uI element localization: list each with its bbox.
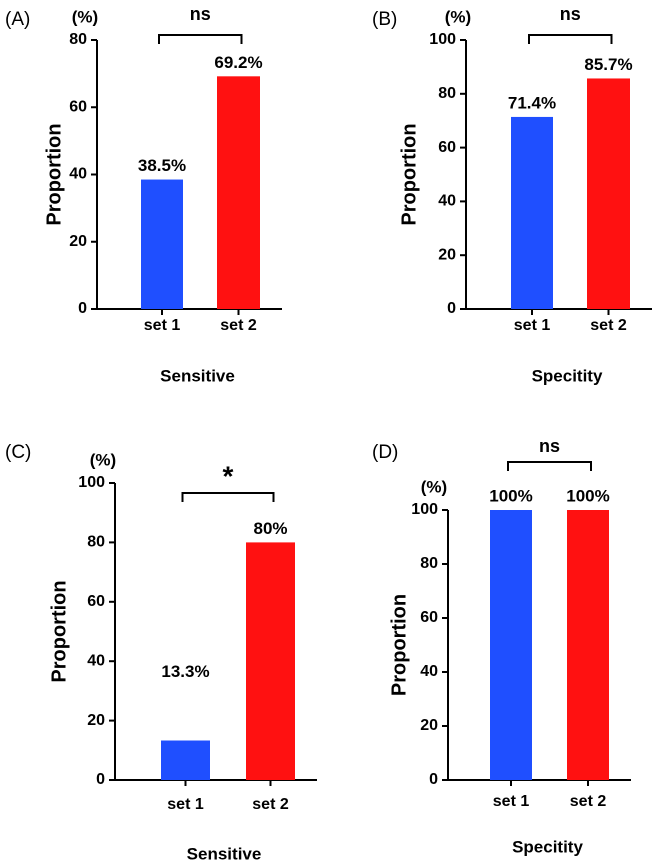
bar (587, 78, 630, 309)
significance-bracket (181, 492, 275, 502)
x-axis-label: Specitity (532, 366, 603, 385)
y-tick-label: 20 (87, 712, 105, 729)
significance-bracket (528, 34, 613, 44)
x-tick-label: set 2 (570, 793, 607, 810)
y-tick-label: 0 (447, 300, 456, 317)
y-tick-label: 0 (96, 771, 105, 788)
y-tick-label: 20 (438, 246, 456, 263)
x-tick-label: set 1 (493, 793, 530, 810)
panel-label: (C) (5, 442, 31, 463)
panel-label: (B) (372, 9, 397, 30)
y-tick-label: 0 (78, 300, 87, 317)
bar (511, 116, 553, 310)
bar (567, 510, 609, 780)
x-axis-label: Sensitive (187, 844, 262, 863)
y-tick-label: 20 (420, 717, 438, 734)
value-label: 100% (489, 486, 532, 505)
y-tick-label: 80 (438, 85, 456, 102)
unit-label: (%) (72, 7, 98, 26)
y-tick-label: 40 (69, 166, 87, 183)
bar (141, 179, 183, 309)
y-tick-label: 60 (420, 609, 438, 626)
y-axis-label: Proportion (398, 123, 420, 225)
x-axis-label: Sensitive (160, 366, 235, 385)
y-axis-label: Proportion (388, 594, 410, 696)
unit-label: (%) (421, 477, 447, 496)
significance-bracket (158, 34, 243, 44)
unit-label: (%) (445, 7, 471, 26)
significance-label: ns (560, 4, 581, 24)
x-tick-label: set 1 (514, 317, 551, 334)
bar (217, 76, 260, 309)
value-label: 13.3% (161, 662, 209, 681)
y-tick-label: 80 (420, 555, 438, 572)
significance-label: ns (539, 436, 560, 456)
y-tick-label: 100 (78, 474, 105, 491)
value-label: 71.4% (508, 93, 556, 112)
y-axis-label: Proportion (48, 580, 70, 682)
significance-bracket (507, 461, 592, 471)
x-tick-label: set 2 (220, 317, 257, 334)
value-label: 80% (253, 519, 287, 538)
y-axis-label: Proportion (43, 123, 65, 225)
x-tick-label: set 1 (144, 317, 181, 334)
x-tick-label: set 1 (167, 796, 204, 813)
significance-label: ns (190, 4, 211, 24)
value-label: 69.2% (214, 53, 262, 72)
x-tick-label: set 2 (590, 317, 627, 334)
y-tick-label: 20 (69, 233, 87, 250)
y-tick-label: 40 (420, 663, 438, 680)
y-tick-label: 100 (411, 501, 438, 518)
bar (246, 542, 295, 780)
y-tick-label: 60 (87, 593, 105, 610)
y-tick-label: 60 (69, 98, 87, 115)
y-tick-label: 100 (429, 31, 456, 48)
y-tick-label: 40 (87, 652, 105, 669)
value-label: 100% (566, 486, 609, 505)
bar (490, 510, 532, 780)
x-tick-label: set 2 (252, 796, 289, 813)
value-label: 85.7% (584, 55, 632, 74)
bar (161, 740, 210, 780)
panel-label: (D) (372, 442, 398, 463)
y-tick-label: 60 (438, 139, 456, 156)
panel-label: (A) (5, 9, 30, 30)
unit-label: (%) (90, 450, 116, 469)
significance-label: * (223, 460, 234, 491)
y-tick-label: 80 (87, 534, 105, 551)
y-tick-label: 40 (438, 193, 456, 210)
value-label: 38.5% (138, 156, 186, 175)
y-tick-label: 0 (429, 771, 438, 788)
x-axis-label: Specitity (512, 837, 583, 856)
y-tick-label: 80 (69, 31, 87, 48)
